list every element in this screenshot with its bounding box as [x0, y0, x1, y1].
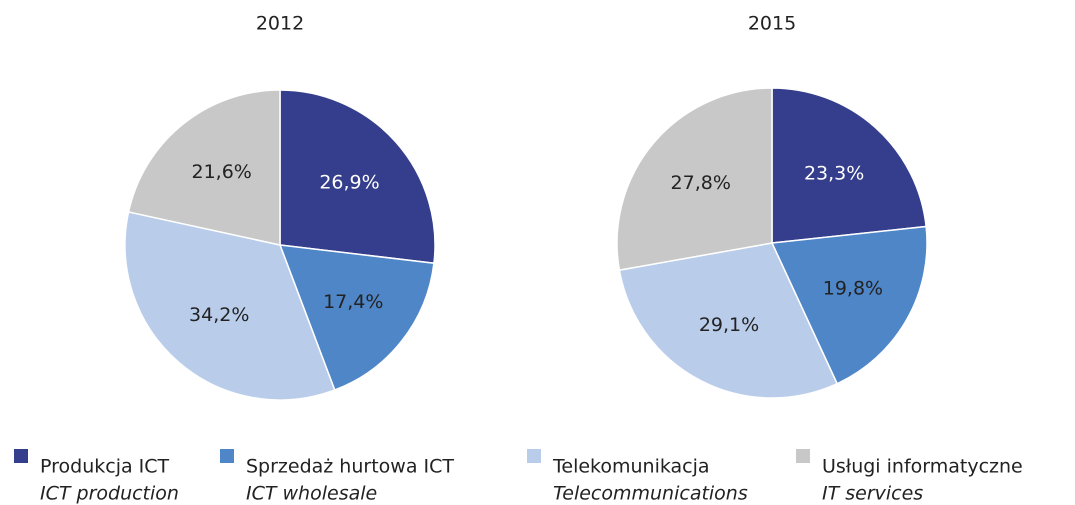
data-label: 23,3% — [804, 162, 864, 184]
data-label: 21,6% — [191, 161, 251, 183]
pie-slice — [127, 89, 281, 246]
pie-slice — [771, 87, 927, 244]
data-label: 27,8% — [671, 172, 731, 194]
legend-swatch — [14, 449, 28, 463]
data-label: 29,1% — [699, 314, 759, 336]
chart-title: 2012 — [256, 13, 304, 35]
pie-slice — [770, 225, 928, 385]
data-label: 19,8% — [823, 277, 883, 299]
pie-slice — [278, 244, 435, 391]
pie-slice — [124, 211, 336, 401]
legend-label: Usługi informatyczne — [822, 456, 1023, 478]
data-label: 26,9% — [319, 172, 379, 194]
legend-sublabel: Telecommunications — [553, 483, 748, 505]
legend-sublabel: ICT wholesale — [246, 483, 377, 505]
legend-swatch — [796, 449, 810, 463]
pie-slice — [616, 87, 773, 271]
legend-label: Produkcja ICT — [40, 456, 170, 478]
legend-swatch — [527, 449, 541, 463]
chart-title: 2015 — [748, 13, 796, 35]
legend-sublabel: ICT production — [40, 483, 179, 505]
legend-sublabel: IT services — [822, 483, 923, 505]
pie-slice — [618, 242, 839, 399]
data-label: 17,4% — [323, 291, 383, 313]
legend-swatch — [220, 449, 234, 463]
pie-slice — [279, 89, 436, 265]
legend-label: Sprzedaż hurtowa ICT — [246, 456, 454, 478]
data-label: 34,2% — [189, 304, 249, 326]
legend-label: Telekomunikacja — [552, 456, 710, 478]
